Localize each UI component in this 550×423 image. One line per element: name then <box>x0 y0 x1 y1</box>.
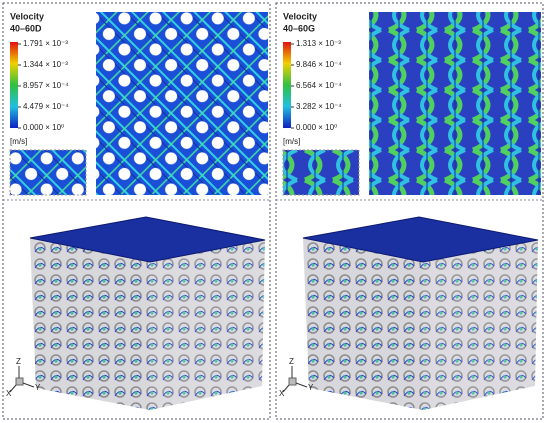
legend-subtitle: 40–60D <box>10 23 42 33</box>
triad-box <box>15 377 24 386</box>
cube-right <box>423 240 538 410</box>
colorbar-label: 0.000 × 10⁰ <box>296 123 337 132</box>
cube-left <box>30 238 150 410</box>
cube-left <box>303 238 423 410</box>
colorbar-label: 9.846 × 10⁻⁴ <box>296 60 342 69</box>
legend-subtitle: 40–60G <box>283 23 315 33</box>
triad-y <box>22 382 35 388</box>
panel-border <box>2 2 271 420</box>
inset-image <box>9 149 87 196</box>
triad-y <box>295 382 308 388</box>
flow-image <box>369 12 541 195</box>
cube-top <box>29 216 266 263</box>
panel: Velocity 40–60D 1.791 × 10⁻³ 1.344 × 10⁻³ 8.… <box>2 2 271 420</box>
triad-box <box>288 377 297 386</box>
colorbar-label: 1.344 × 10⁻³ <box>23 60 68 69</box>
triad-x <box>9 384 17 393</box>
axis-z: Z <box>289 357 294 366</box>
colorbar-unit: [m/s] <box>10 137 27 146</box>
cube-top <box>302 216 539 263</box>
axis-z: Z <box>16 357 21 366</box>
colorbar-label: 3.282 × 10⁻⁴ <box>296 102 342 111</box>
colorbar-unit: [m/s] <box>283 137 300 146</box>
axis-x: X <box>6 389 12 398</box>
colorbar-label: 8.957 × 10⁻⁴ <box>23 81 69 90</box>
axis-y: Y <box>35 383 41 392</box>
cube-right <box>150 240 265 410</box>
colorbar-label: 4.479 × 10⁻⁴ <box>23 102 69 111</box>
inset-image <box>282 149 360 196</box>
panel-border <box>275 2 544 420</box>
flow-image <box>96 12 268 195</box>
colorbar-label: 1.313 × 10⁻³ <box>296 39 341 48</box>
colorbar-label: 1.791 × 10⁻³ <box>23 39 68 48</box>
colorbar-label: 6.564 × 10⁻⁴ <box>296 81 342 90</box>
axis-y: Y <box>308 383 314 392</box>
panel: Velocity 40–60G 1.313 × 10⁻³ 9.846 × 10⁻⁴ 6.… <box>275 2 544 420</box>
axis-x: X <box>279 389 285 398</box>
colorbar-label: 0.000 × 10⁰ <box>23 123 64 132</box>
legend-title: Velocity <box>283 11 317 21</box>
colorbar <box>10 42 18 128</box>
triad-x <box>282 384 290 393</box>
legend-title: Velocity <box>10 11 44 21</box>
colorbar <box>283 42 291 128</box>
